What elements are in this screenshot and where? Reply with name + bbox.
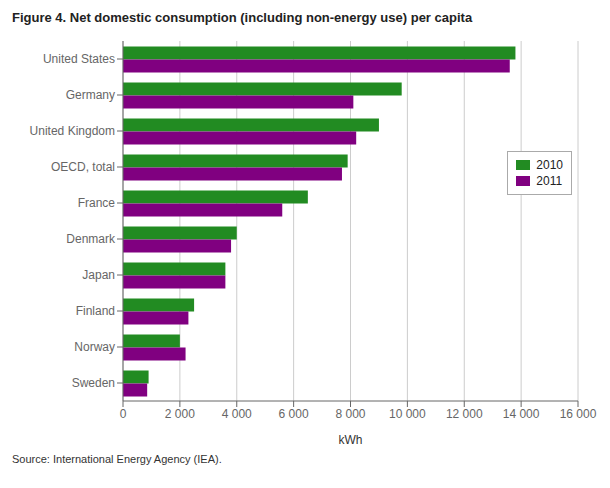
- svg-text:France: France: [78, 196, 116, 210]
- html-text:2010: 2010: [536, 158, 563, 172]
- svg-text:Germany: Germany: [66, 88, 115, 102]
- html-text:2011: 2011: [536, 174, 563, 188]
- svg-text:Denmark: Denmark: [66, 232, 116, 246]
- svg-text:Japan: Japan: [82, 268, 115, 282]
- svg-text:6 000: 6 000: [279, 407, 309, 421]
- svg-text:4 000: 4 000: [222, 407, 252, 421]
- svg-text:Finland: Finland: [76, 304, 115, 318]
- svg-text:14 000: 14 000: [503, 407, 540, 421]
- svg-text:United Kingdom: United Kingdom: [30, 124, 115, 138]
- svg-text:United States: United States: [43, 52, 115, 66]
- svg-text:OECD, total: OECD, total: [51, 160, 115, 174]
- svg-text:2 000: 2 000: [165, 407, 195, 421]
- svg-text:8 000: 8 000: [335, 407, 365, 421]
- svg-text:16 000: 16 000: [560, 407, 597, 421]
- svg-text:0: 0: [120, 407, 127, 421]
- html-text:Figure 4. Net domestic consump: Figure 4. Net domestic consumption (incl…: [12, 10, 473, 25]
- svg-text:Sweden: Sweden: [72, 376, 115, 390]
- svg-text:10 000: 10 000: [389, 407, 426, 421]
- svg-text:kWh: kWh: [339, 433, 363, 447]
- svg-text:12 000: 12 000: [446, 407, 483, 421]
- html-text:Source: International Energy A: Source: International Energy Agency (IEA…: [12, 453, 222, 465]
- svg-text:Norway: Norway: [74, 340, 115, 354]
